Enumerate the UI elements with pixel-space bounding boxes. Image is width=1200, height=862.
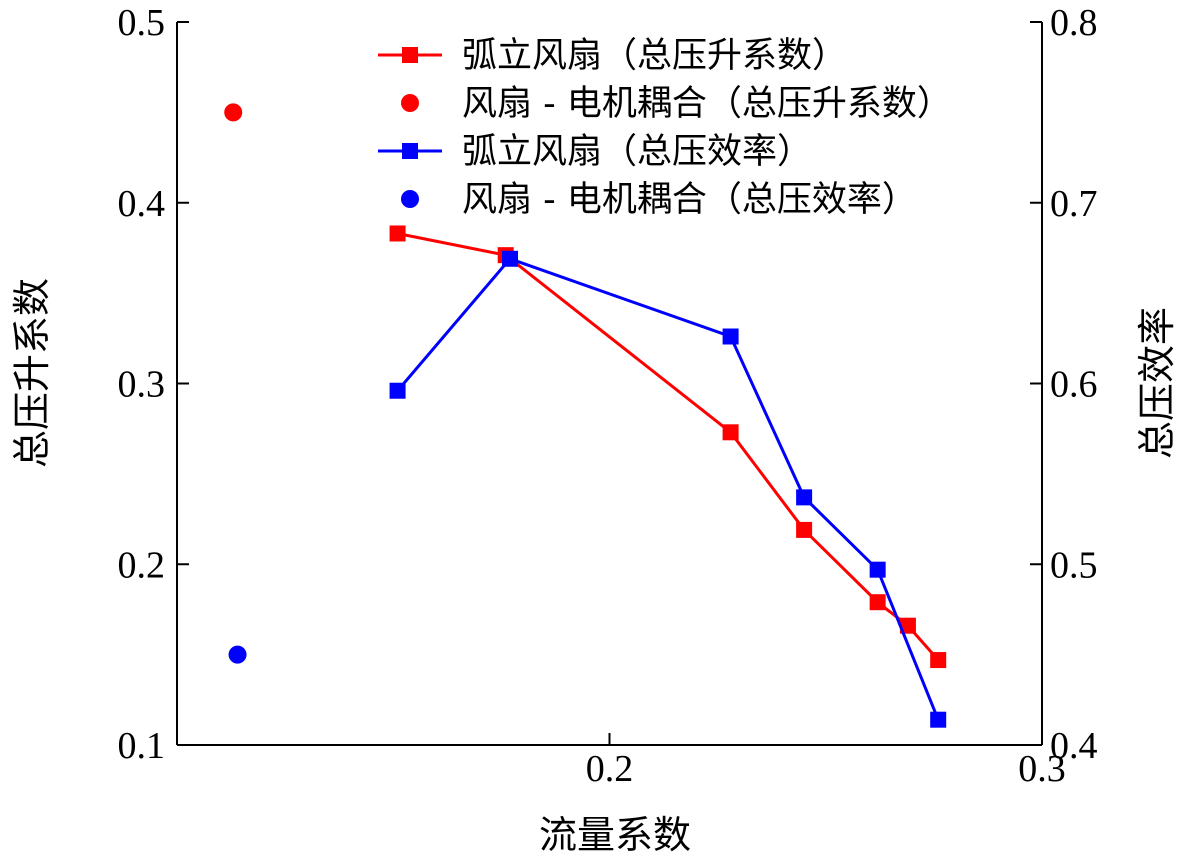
data-point-square (722, 328, 739, 345)
legend-item: 弧立风扇（总压升系数） (378, 36, 847, 76)
y-left-axis-title: 总压升系数 (10, 278, 54, 468)
data-point-square (389, 225, 406, 242)
data-point-square (389, 382, 406, 399)
axes (176, 22, 1043, 746)
series-4 (228, 645, 247, 664)
y-left-tick-label: 0.5 (118, 2, 166, 44)
data-point-circle (224, 103, 243, 122)
series-layer (224, 103, 947, 728)
data-point-square (930, 652, 947, 669)
data-point-square (796, 489, 813, 506)
data-point-circle (228, 645, 247, 664)
y-left-tick-label: 0.4 (118, 183, 166, 225)
legend-marker-circle (401, 94, 419, 112)
y-left-tick-label: 0.1 (118, 725, 166, 767)
legend-marker-square (402, 47, 418, 63)
series-line (396, 257, 940, 721)
data-point-square (502, 250, 519, 267)
axis-titles: 流量系数 总压升系数 总压效率 (10, 278, 1179, 857)
data-point-square (722, 424, 739, 441)
legend-marker-circle (401, 190, 419, 208)
data-point-square (796, 521, 813, 538)
series-1 (389, 225, 947, 669)
data-point-square (869, 594, 886, 611)
legend-label: 弧立风扇（总压升系数） (462, 36, 847, 76)
legend-item: 弧立风扇（总压效率） (378, 132, 812, 172)
series-2 (224, 103, 243, 122)
legend-marker-square (402, 143, 418, 159)
y-right-axis-title: 总压效率 (1135, 307, 1179, 459)
y-right-tick-label: 0.4 (1050, 725, 1098, 767)
y-right-tick-label: 0.8 (1050, 2, 1098, 44)
series-3 (389, 250, 947, 728)
legend-label: 风扇 - 电机耦合（总压升系数） (462, 84, 952, 124)
x-axis-title: 流量系数 (539, 813, 691, 857)
data-point-square (869, 561, 886, 578)
ticks: 0.10.20.30.40.50.40.50.60.70.80.2 0.3 (118, 2, 1098, 790)
y-left-tick-label: 0.3 (118, 364, 166, 406)
y-right-tick-label: 0.6 (1050, 364, 1098, 406)
x-tick-label: 0.2 (586, 748, 634, 790)
x-tick-label: 0.3 (1018, 748, 1066, 790)
legend-label: 弧立风扇（总压效率） (462, 132, 812, 172)
data-point-square (899, 617, 916, 634)
legend-item: 风扇 - 电机耦合（总压效率） (401, 180, 917, 220)
legend: 弧立风扇（总压升系数） 风扇 - 电机耦合（总压升系数） 弧立风扇（总压效率） 风扇 … (378, 36, 952, 220)
data-point-square (930, 711, 947, 728)
y-left-tick-label: 0.2 (118, 544, 166, 586)
legend-item: 风扇 - 电机耦合（总压升系数） (401, 84, 952, 124)
y-right-tick-label: 0.7 (1050, 183, 1098, 225)
legend-label: 风扇 - 电机耦合（总压效率） (462, 180, 917, 220)
y-right-tick-label: 0.5 (1050, 544, 1098, 586)
